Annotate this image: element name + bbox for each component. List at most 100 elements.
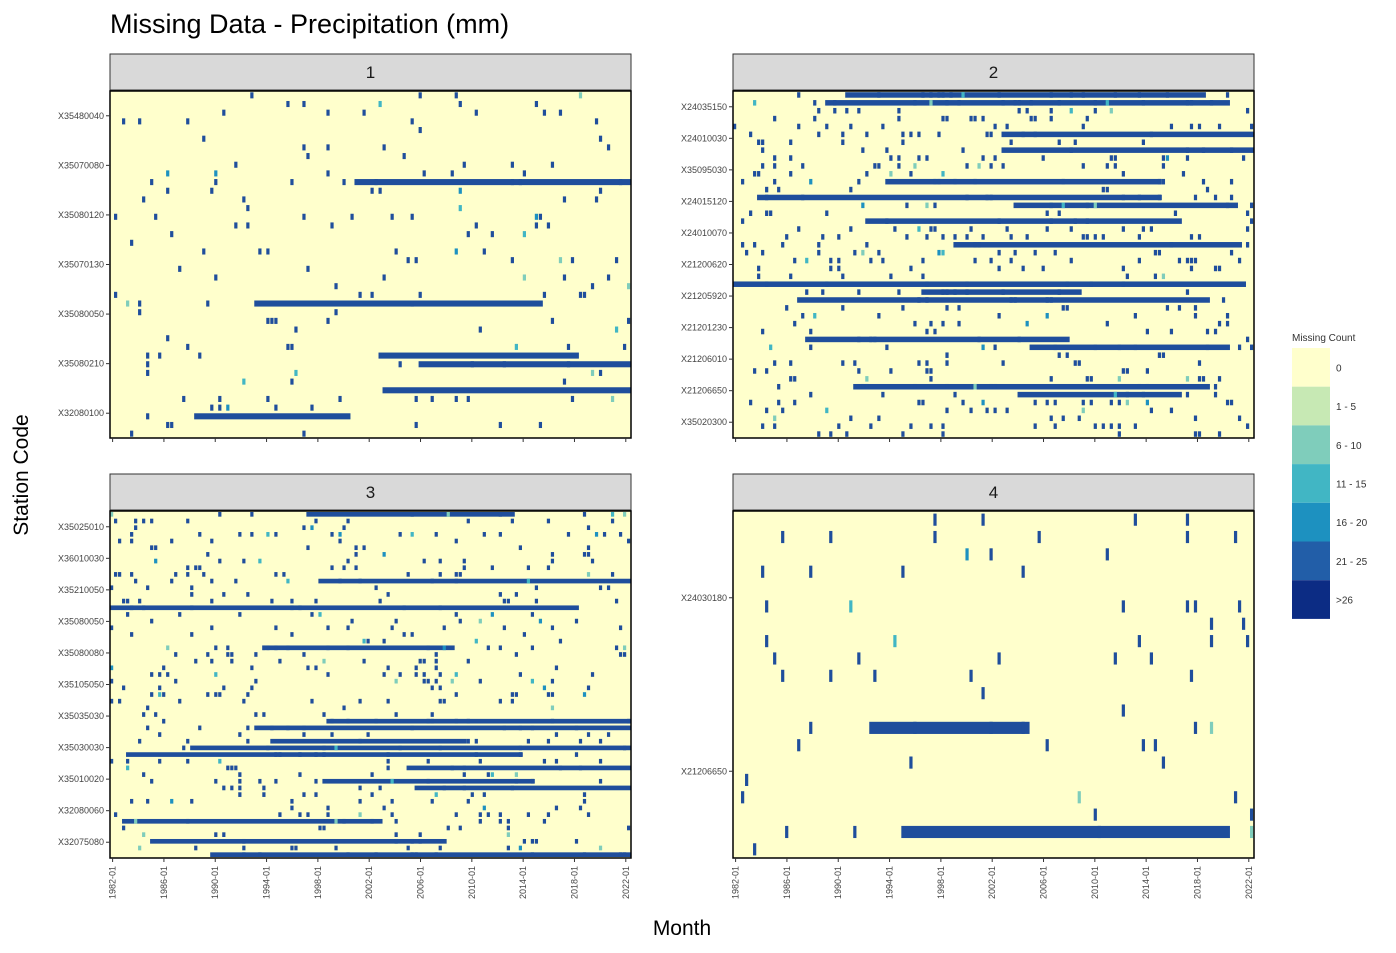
missing-tile — [202, 135, 206, 142]
missing-tile — [434, 665, 438, 671]
missing-tile — [450, 765, 454, 771]
missing-tile — [198, 565, 202, 571]
missing-tile — [530, 778, 535, 784]
missing-tile — [1225, 202, 1230, 209]
missing-tile — [1109, 399, 1113, 406]
missing-tile — [490, 612, 494, 617]
missing-tile — [454, 92, 458, 99]
missing-tile — [853, 249, 857, 256]
missing-tile — [582, 512, 587, 517]
missing-tile — [250, 685, 254, 691]
missing-tile — [614, 257, 619, 264]
missing-tile — [150, 618, 154, 624]
missing-tile — [378, 187, 382, 194]
missing-tile — [114, 213, 118, 220]
missing-tile — [538, 421, 543, 429]
missing-tile — [1009, 139, 1013, 146]
y-tick-label: X21206650 — [681, 386, 727, 396]
missing-tile — [1101, 186, 1105, 193]
missing-tile — [226, 652, 230, 657]
missing-tile — [298, 772, 302, 777]
missing-tile — [614, 326, 619, 333]
missing-tile — [326, 109, 330, 116]
missing-tile — [498, 421, 502, 429]
missing-tile — [502, 625, 506, 631]
missing-tile — [961, 92, 965, 98]
facet-strip — [732, 473, 1255, 511]
missing-tile — [1209, 721, 1214, 734]
missing-tile — [534, 213, 539, 220]
x-tick-label: 2018-01 — [1192, 866, 1202, 899]
missing-tile — [965, 289, 969, 295]
missing-tile — [410, 725, 414, 731]
missing-tile — [182, 395, 186, 402]
missing-tile — [1105, 163, 1109, 169]
missing-tile — [454, 578, 458, 584]
missing-tile — [426, 758, 430, 764]
missing-tile — [234, 765, 238, 771]
missing-tile — [1061, 305, 1065, 311]
missing-tile — [1141, 391, 1145, 398]
legend-label: 21 - 25 — [1336, 557, 1368, 568]
missing-tile — [885, 218, 889, 224]
missing-tile — [761, 565, 765, 578]
missing-tile — [1069, 147, 1073, 153]
missing-tile — [1193, 431, 1198, 437]
missing-run-tile — [190, 745, 631, 751]
missing-run-tile — [733, 281, 1246, 287]
missing-tile — [310, 698, 314, 704]
missing-tile — [582, 291, 587, 298]
missing-tile — [1189, 265, 1194, 272]
missing-tile — [849, 123, 853, 130]
missing-tile — [306, 265, 310, 272]
missing-tile — [1025, 320, 1029, 327]
facet-strip — [732, 53, 1255, 91]
missing-tile — [773, 115, 777, 122]
missing-tile — [546, 692, 551, 697]
missing-tile — [753, 100, 757, 106]
missing-run-tile — [869, 721, 1030, 734]
missing-tile — [582, 798, 587, 804]
missing-tile — [837, 423, 841, 429]
missing-tile — [749, 399, 753, 406]
missing-tile — [1157, 178, 1162, 185]
missing-tile — [158, 732, 162, 737]
y-axis-title: Station Code — [10, 414, 33, 535]
missing-tile — [1033, 249, 1037, 256]
missing-tile — [861, 249, 865, 256]
missing-tile — [1229, 249, 1234, 256]
missing-tile — [158, 692, 162, 697]
missing-tile — [610, 518, 615, 524]
missing-tile — [765, 210, 769, 216]
legend-label: 6 - 10 — [1336, 441, 1362, 452]
missing-tile — [386, 665, 390, 671]
missing-tile — [1193, 305, 1198, 311]
missing-tile — [997, 313, 1001, 319]
missing-tile — [126, 765, 130, 771]
missing-tile — [558, 109, 563, 116]
missing-tile — [474, 222, 478, 229]
missing-tile — [877, 415, 881, 422]
missing-tile — [454, 538, 458, 544]
missing-tile — [913, 320, 917, 327]
legend-label: 11 - 15 — [1336, 479, 1367, 490]
missing-tile — [454, 672, 458, 677]
missing-tile — [126, 300, 130, 307]
missing-tile — [346, 558, 350, 564]
missing-tile — [909, 131, 913, 138]
missing-tile — [542, 685, 547, 691]
missing-tile — [1197, 123, 1202, 130]
missing-tile — [1049, 92, 1053, 98]
missing-tile — [226, 404, 230, 411]
missing-tile — [1185, 600, 1190, 613]
y-tick-label: X35080050 — [58, 309, 104, 319]
missing-tile — [889, 368, 893, 374]
missing-tile — [805, 289, 809, 295]
missing-tile — [430, 718, 434, 724]
missing-tile — [454, 692, 458, 697]
missing-tile — [1105, 100, 1109, 106]
missing-tile — [929, 320, 933, 327]
missing-tile — [929, 368, 933, 374]
missing-tile — [342, 525, 346, 531]
missing-run-tile — [194, 413, 351, 420]
